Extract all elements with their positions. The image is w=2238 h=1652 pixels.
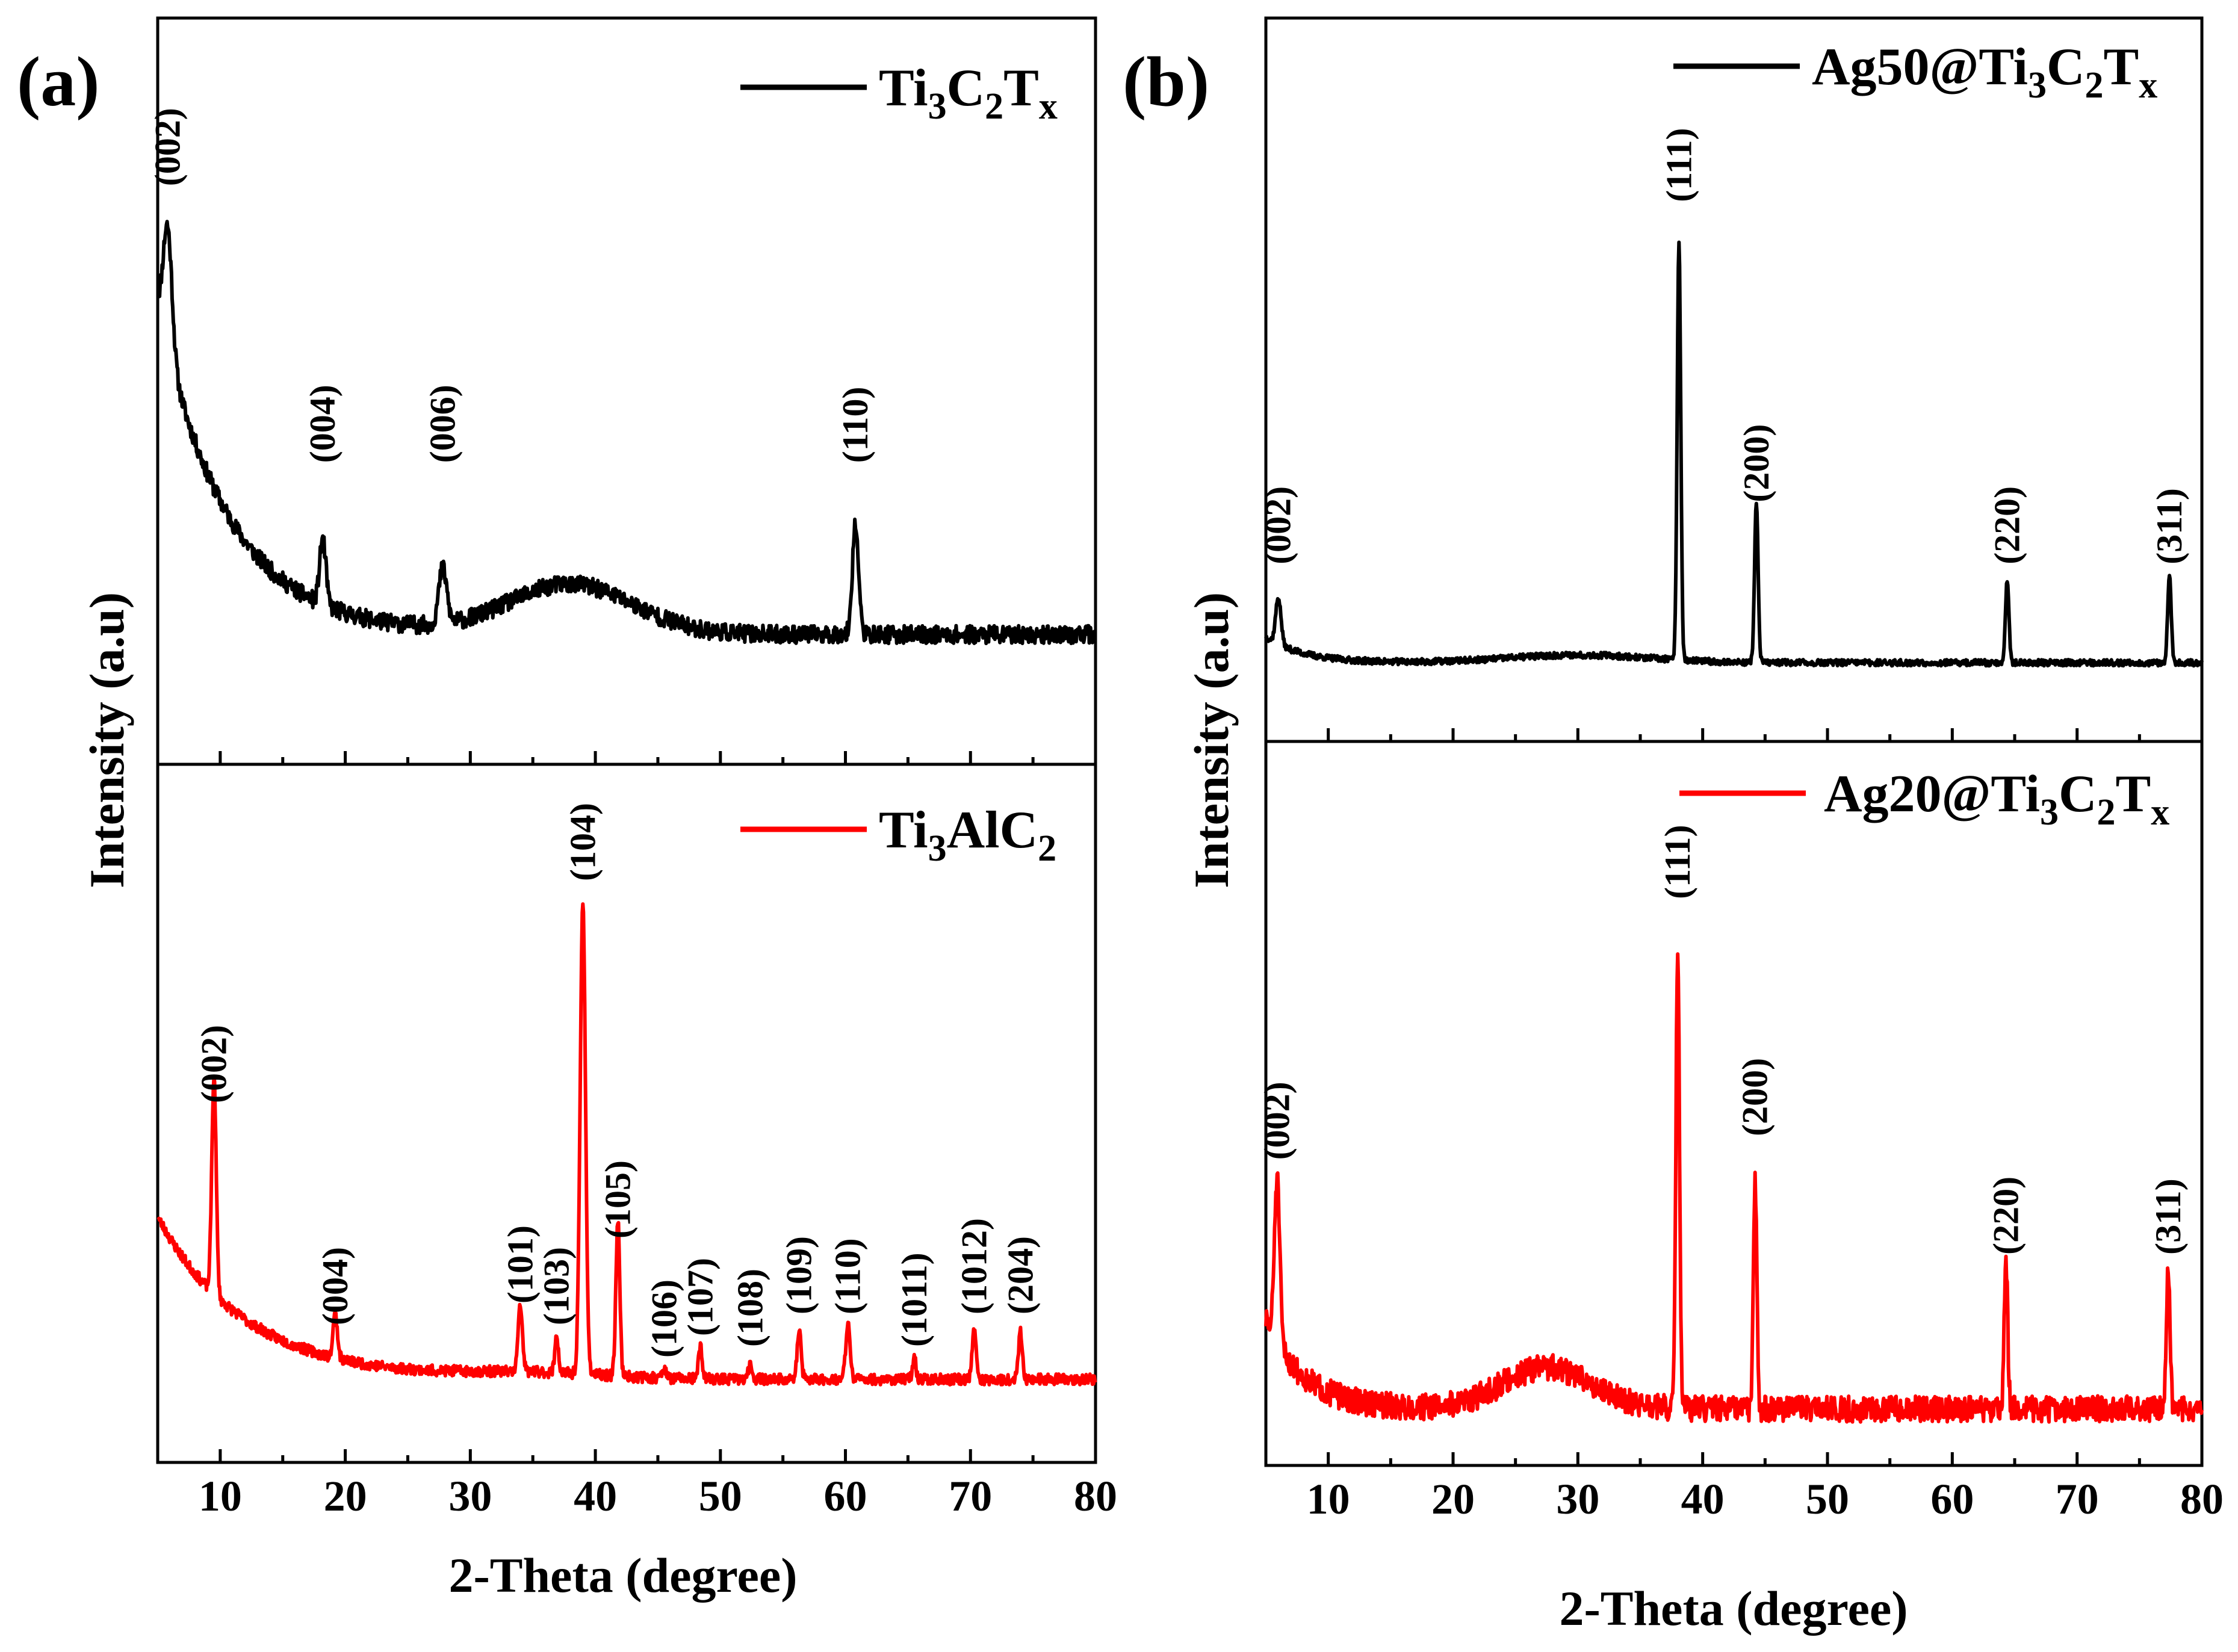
panel-b-y-axis-label: Intensity (a.u): [1184, 592, 1239, 888]
peak-label: (111): [1658, 825, 1697, 899]
panel-a-y-axis-label: Intensity (a.u): [79, 592, 134, 888]
panel-b-top-plot: (002) (111) (200) (220) (311) Ag50@Ti3C2Tx: [1259, 38, 2204, 741]
xrd-trace-ti3alc2: [157, 902, 1097, 1387]
panel-b: (b) (002) (111) (200) (220) (311) Ag50@Ti3C2T…: [1123, 16, 2224, 1636]
peak-label: (220): [1986, 1177, 2026, 1255]
legend-label: Ag50@Ti3C2Tx: [1812, 38, 2157, 106]
x-tick-label: 50: [699, 1472, 742, 1520]
x-tick-label: 50: [1806, 1475, 1849, 1523]
panel-b-x-axis-label: 2-Theta (degree): [1559, 1581, 1908, 1636]
x-tick-label: 40: [1681, 1475, 1725, 1523]
peak-label: (002): [148, 108, 188, 186]
xrd-trace-ag20-ti3c2tx: [1264, 952, 2204, 1424]
peak-label: (105): [598, 1160, 638, 1239]
x-tick-label: 10: [1307, 1475, 1350, 1523]
peak-label: (104): [563, 803, 603, 881]
xrd-trace-ag50-ti3c2tx: [1264, 240, 2204, 668]
x-tick-label: 60: [824, 1472, 867, 1520]
peak-label: (108): [731, 1269, 770, 1347]
x-tick-label: 30: [448, 1472, 492, 1520]
panel-b-bottom-plot: (002) (111) (200) (220) (311) 10 20 30 40 50 60 70 8…: [1257, 765, 2224, 1523]
peak-label: (006): [423, 385, 463, 463]
x-tick-label: 80: [2180, 1475, 2224, 1523]
peak-label: (103): [537, 1247, 577, 1325]
x-tick-label: 20: [1431, 1475, 1475, 1523]
peak-label: (004): [315, 1247, 355, 1325]
x-tick-label: 60: [1930, 1475, 1974, 1523]
panel-a-top-plot: (002) (004) (006) (110) Ti3C2Tx: [148, 59, 1097, 764]
peak-label: (109): [780, 1236, 819, 1314]
peak-label: (004): [303, 385, 343, 463]
panel-a-bottom-plot: (002) (004) (101)(103) (104) (105)(106)(107)…: [157, 801, 1117, 1520]
legend-label: Ti3C2Tx: [879, 59, 1058, 127]
peak-label: (002): [194, 1025, 234, 1103]
x-tick-label: 20: [324, 1472, 367, 1520]
peak-label: (200): [1735, 1058, 1775, 1136]
peak-label: (1012): [955, 1218, 994, 1314]
panel-a-frame: [156, 16, 1097, 1464]
x-tick-label: 40: [574, 1472, 617, 1520]
peak-label: (311): [2148, 1178, 2188, 1255]
peak-label: (311): [2150, 488, 2189, 565]
xrd-trace-ti3c2tx: [156, 220, 1097, 646]
panel-a-x-axis-label: 2-Theta (degree): [448, 1548, 797, 1603]
peak-label: (200): [1737, 424, 1776, 503]
x-tick-label: 70: [2056, 1475, 2099, 1523]
peak-label: (220): [1988, 486, 2027, 565]
legend-label: Ag20@Ti3C2Tx: [1824, 765, 2169, 833]
peak-label: (204): [1000, 1236, 1040, 1314]
peak-label: (1011): [894, 1252, 934, 1347]
peak-label: (107): [681, 1258, 721, 1336]
peak-label: (101): [500, 1225, 540, 1304]
panel-a: (a) (002)(004) (006) (110)Ti3C2Tx (002)(00…: [17, 16, 1117, 1603]
x-tick-label: 80: [1074, 1472, 1117, 1520]
panel-b-tag: (b): [1123, 42, 1209, 121]
peak-label: (110): [835, 387, 875, 463]
peak-label: (111): [1659, 128, 1699, 202]
legend-label: Ti3AlC2: [879, 801, 1056, 869]
x-tick-label: 30: [1556, 1475, 1599, 1523]
panel-a-tag: (a): [17, 42, 100, 121]
peak-label: (110): [828, 1238, 868, 1314]
peak-label: (002): [1259, 486, 1298, 565]
x-tick-label: 70: [949, 1472, 992, 1520]
peak-label: (002): [1257, 1081, 1297, 1160]
peak-label: (106): [644, 1279, 684, 1358]
x-tick-label: 10: [199, 1472, 242, 1520]
